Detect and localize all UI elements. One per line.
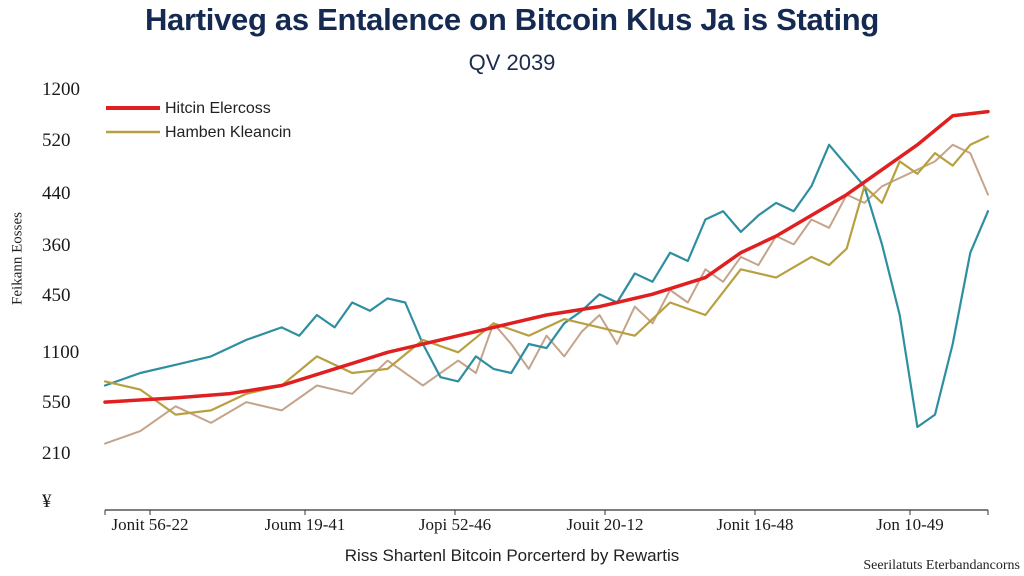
y-tick-label: 1200 <box>42 79 80 100</box>
y-tick-label: 1100 <box>42 342 79 363</box>
chart-subtitle: QV 2039 <box>468 50 556 75</box>
y-tick-label: 360 <box>42 235 71 256</box>
axes-layer: 1200 520 440 360 450 1100 550 210 ¥ Jonit 56-22 Jo… <box>42 79 989 534</box>
y-tick-label: 520 <box>42 130 71 151</box>
x-axis-label: Riss Shartenl Bitcoin Porcerterd by Rewa… <box>344 546 680 565</box>
x-tick-label: Joum 19-41 <box>265 515 346 534</box>
legend-label: Hitcin Elercoss <box>165 100 271 117</box>
source-note: Seerilatuts Eterbandancorns <box>863 558 1020 573</box>
x-tick-label: Jouit 20-12 <box>567 515 644 534</box>
legend: Hitcin Elercoss Hamben Kleancin <box>106 100 291 141</box>
x-tick-label: Jonit 56-22 <box>112 515 189 534</box>
y-tick-label: ¥ <box>42 491 52 512</box>
series-line-3 <box>104 143 989 445</box>
series-line-2 <box>103 143 990 429</box>
series-line-1 <box>103 135 990 416</box>
y-tick-label: 550 <box>42 392 71 413</box>
x-tick-label: Jon 10-49 <box>876 515 944 534</box>
chart-title: Hartiveg as Entalence on Bitcoin Klus Ja… <box>144 2 880 37</box>
x-tick-label: Jopi 52-46 <box>419 515 491 534</box>
y-tick-label: 210 <box>42 443 71 464</box>
x-tick-label: Jonit 16-48 <box>717 515 794 534</box>
legend-label: Hamben Kleancin <box>165 124 291 141</box>
y-tick-label: 440 <box>42 183 71 204</box>
y-tick-label: 450 <box>42 285 71 306</box>
series-layer <box>103 109 990 445</box>
series-line-0 <box>103 109 990 404</box>
